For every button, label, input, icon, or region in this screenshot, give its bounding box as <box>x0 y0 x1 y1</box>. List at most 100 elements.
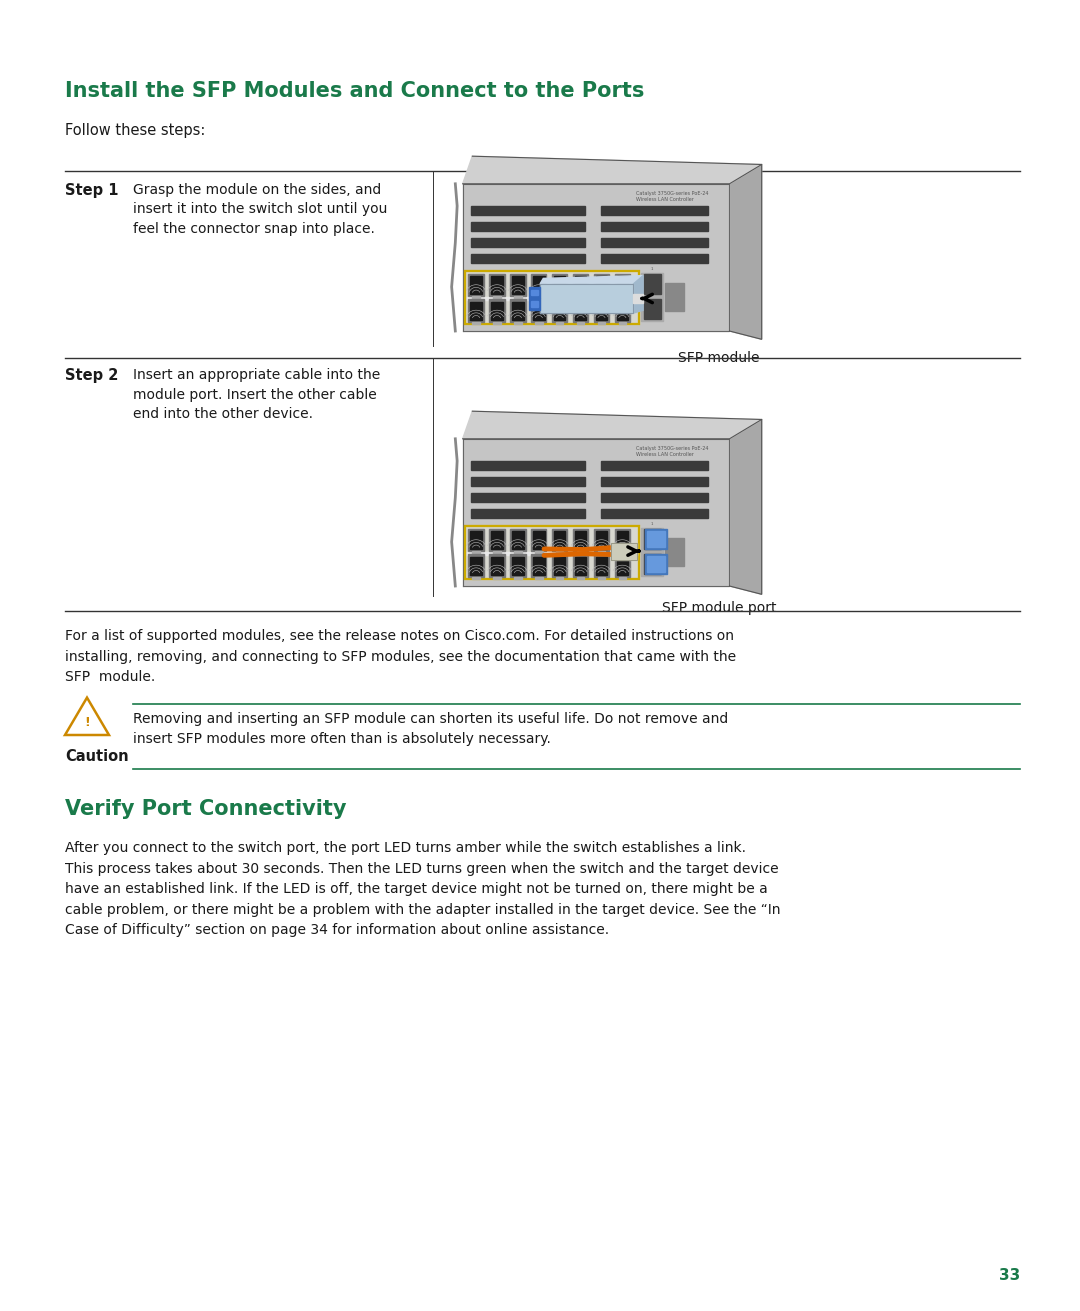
Polygon shape <box>472 321 480 324</box>
Polygon shape <box>617 302 629 320</box>
Polygon shape <box>471 206 585 215</box>
Text: Verify Port Connectivity: Verify Port Connectivity <box>65 798 347 819</box>
Polygon shape <box>462 156 761 184</box>
Polygon shape <box>602 254 708 264</box>
Polygon shape <box>644 553 661 574</box>
Polygon shape <box>472 551 480 555</box>
Polygon shape <box>531 299 546 321</box>
Polygon shape <box>514 577 522 579</box>
Polygon shape <box>647 531 664 547</box>
Polygon shape <box>575 531 586 549</box>
Polygon shape <box>462 412 761 439</box>
Polygon shape <box>573 528 589 551</box>
Text: Grasp the module on the sides, and
insert it into the switch slot until you
feel: Grasp the module on the sides, and inser… <box>133 184 388 236</box>
Polygon shape <box>465 270 638 324</box>
Bar <box>465 526 638 578</box>
Polygon shape <box>472 296 480 300</box>
Text: Step 1: Step 1 <box>65 184 119 198</box>
Polygon shape <box>462 439 729 586</box>
Polygon shape <box>531 290 538 295</box>
Text: 1: 1 <box>468 292 470 296</box>
Polygon shape <box>510 299 526 321</box>
Polygon shape <box>494 551 501 555</box>
Text: 1: 1 <box>651 522 653 526</box>
Polygon shape <box>597 296 605 300</box>
Polygon shape <box>556 551 564 555</box>
Polygon shape <box>469 274 484 296</box>
Text: SFP module: SFP module <box>678 351 760 364</box>
Text: Catalyst 3750G-series PoE-24
Wireless LAN Controller: Catalyst 3750G-series PoE-24 Wireless LA… <box>636 446 708 458</box>
Polygon shape <box>554 277 566 294</box>
Polygon shape <box>510 555 526 577</box>
Polygon shape <box>552 299 567 321</box>
Polygon shape <box>534 302 544 320</box>
Polygon shape <box>665 538 684 566</box>
Polygon shape <box>602 460 708 469</box>
Polygon shape <box>575 277 586 294</box>
Polygon shape <box>577 321 584 324</box>
Polygon shape <box>494 577 501 579</box>
Polygon shape <box>531 555 546 577</box>
Polygon shape <box>634 275 643 313</box>
Polygon shape <box>556 296 564 300</box>
Polygon shape <box>471 477 585 486</box>
Polygon shape <box>619 296 626 300</box>
Polygon shape <box>489 555 504 577</box>
Polygon shape <box>611 543 637 560</box>
Text: 1: 1 <box>468 319 470 323</box>
Polygon shape <box>469 528 484 551</box>
Polygon shape <box>531 274 546 296</box>
Polygon shape <box>471 222 585 231</box>
Polygon shape <box>554 531 566 549</box>
Polygon shape <box>573 555 589 577</box>
Polygon shape <box>470 277 482 294</box>
Polygon shape <box>471 460 585 469</box>
Text: 1: 1 <box>468 573 470 577</box>
Polygon shape <box>597 577 605 579</box>
Bar <box>465 270 638 324</box>
Polygon shape <box>602 493 708 502</box>
Polygon shape <box>540 275 643 284</box>
Polygon shape <box>471 239 585 246</box>
Text: Insert an appropriate cable into the
module port. Insert the other cable
end int: Insert an appropriate cable into the mod… <box>133 368 380 421</box>
Polygon shape <box>573 274 589 296</box>
Text: SFP module port: SFP module port <box>662 600 777 615</box>
Text: 1: 1 <box>468 548 470 552</box>
Polygon shape <box>468 552 637 556</box>
Polygon shape <box>615 555 630 577</box>
Polygon shape <box>529 287 540 298</box>
Polygon shape <box>644 274 661 294</box>
Text: Removing and inserting an SFP module can shorten its useful life. Do not remove : Removing and inserting an SFP module can… <box>133 712 728 746</box>
Polygon shape <box>729 420 761 594</box>
Polygon shape <box>512 531 524 549</box>
Polygon shape <box>531 302 538 307</box>
Polygon shape <box>644 299 661 319</box>
Polygon shape <box>514 551 522 555</box>
Polygon shape <box>512 302 524 320</box>
Polygon shape <box>596 302 607 320</box>
Text: !: ! <box>84 716 90 729</box>
Polygon shape <box>602 239 708 246</box>
Polygon shape <box>619 321 626 324</box>
Polygon shape <box>552 274 567 296</box>
Polygon shape <box>596 557 607 574</box>
Polygon shape <box>471 254 585 264</box>
Polygon shape <box>465 526 638 578</box>
Polygon shape <box>494 321 501 324</box>
Polygon shape <box>531 528 546 551</box>
Polygon shape <box>462 184 729 330</box>
Polygon shape <box>529 299 540 309</box>
Text: After you connect to the switch port, the port LED turns amber while the switch : After you connect to the switch port, th… <box>65 840 781 937</box>
Polygon shape <box>597 551 605 555</box>
Polygon shape <box>491 302 503 320</box>
Polygon shape <box>470 557 482 574</box>
Polygon shape <box>577 296 584 300</box>
Polygon shape <box>489 528 504 551</box>
Polygon shape <box>468 296 637 300</box>
Polygon shape <box>594 274 609 296</box>
Polygon shape <box>470 302 482 320</box>
Polygon shape <box>552 555 567 577</box>
Polygon shape <box>535 551 542 555</box>
Polygon shape <box>617 531 629 549</box>
Polygon shape <box>535 296 542 300</box>
